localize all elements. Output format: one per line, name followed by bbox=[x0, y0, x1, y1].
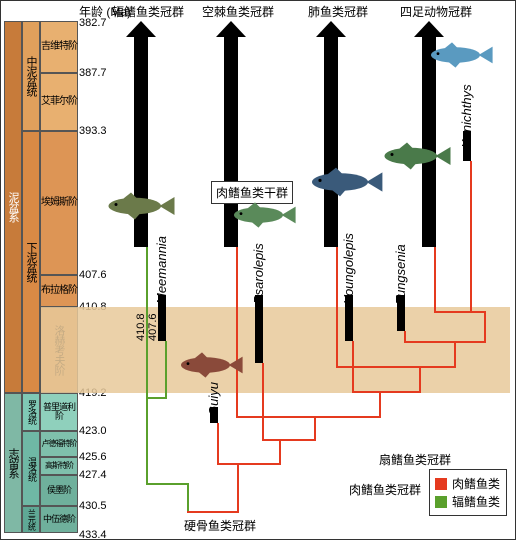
legend-swatch-icon bbox=[435, 478, 447, 490]
tree-edge bbox=[262, 363, 264, 441]
tree-edge bbox=[379, 391, 381, 418]
strat-cell: 兰元统 bbox=[22, 506, 40, 533]
legend-label: 辐鳍鱼类 bbox=[452, 493, 500, 510]
taxon-label: Guiyu bbox=[206, 382, 221, 416]
tree-edge bbox=[454, 341, 486, 343]
tree-edge bbox=[146, 483, 189, 485]
tree-edge bbox=[470, 161, 472, 313]
legend-item: 辐鳍鱼类 bbox=[435, 493, 501, 510]
tree-edge bbox=[279, 439, 316, 441]
legend-box: 肉鳍鱼类辐鳍鱼类 bbox=[429, 469, 507, 516]
taxon-label: Kenichthys bbox=[459, 84, 474, 148]
taxon-label: Tungsenia bbox=[393, 244, 408, 304]
tree-edge bbox=[217, 423, 219, 465]
age-tick: 382.7 bbox=[79, 17, 107, 29]
tree-edge bbox=[314, 416, 381, 418]
age-tick: 407.6 bbox=[79, 269, 107, 281]
tree-edge bbox=[484, 311, 486, 343]
age-tick: 427.4 bbox=[79, 469, 107, 481]
crown-group-label: 空棘鱼类冠群 bbox=[198, 3, 278, 20]
age-tick: 387.7 bbox=[79, 67, 107, 79]
tree-edge bbox=[352, 391, 381, 393]
taxon-label: Youngolepis bbox=[341, 233, 356, 304]
tree-edge bbox=[237, 463, 239, 513]
taxon-range-bar bbox=[255, 295, 263, 363]
strat-cell: 侯墨阶 bbox=[40, 475, 78, 506]
strat-cell: 高斯特阶 bbox=[40, 457, 78, 475]
strat-cell: 布拉格阶 bbox=[40, 275, 78, 307]
age-tick: 425.6 bbox=[79, 451, 107, 463]
strat-cell: 下泥盆统 bbox=[22, 131, 40, 393]
tree-edge bbox=[314, 416, 316, 441]
age-tick: 430.5 bbox=[79, 500, 107, 512]
tree-edge bbox=[237, 463, 281, 465]
tree-edge bbox=[336, 366, 421, 368]
taxon-label: Psarolepis bbox=[251, 243, 266, 304]
phylogeny-diagram: 年龄 (Ma) 泥盆系志留系中泥盆统下泥盆统罗洛统温洛统兰元统吉维特阶艾菲尔阶埃… bbox=[0, 0, 516, 540]
clade-node-label: 硬骨鱼类冠群 bbox=[184, 517, 256, 534]
crown-arrow-icon bbox=[324, 37, 338, 247]
tree-diagram-area: 辐鳍鱼类冠群空棘鱼类冠群肺鱼类冠群四足动物冠群 MeemanniaGuiyuPs… bbox=[119, 21, 510, 531]
strat-cell: 泥盆系 bbox=[4, 21, 22, 393]
tree-edge bbox=[165, 341, 167, 399]
crown-group-label: 四足动物冠群 bbox=[396, 3, 476, 20]
fish-silhouette-icon bbox=[227, 201, 297, 234]
taxon-label: Meemannia bbox=[154, 236, 169, 304]
strat-cell: 卢德福特阶 bbox=[40, 431, 78, 457]
tree-edge bbox=[217, 463, 239, 465]
tree-edge bbox=[236, 416, 316, 418]
strat-cell: 温洛统 bbox=[22, 431, 40, 506]
clade-node-label: 扇鳍鱼类冠群 bbox=[379, 451, 451, 468]
fish-silhouette-icon bbox=[174, 351, 244, 384]
legend-swatch-icon bbox=[435, 496, 447, 508]
tree-edge bbox=[187, 511, 239, 513]
crown-group-label: 肺鱼类冠群 bbox=[298, 3, 378, 20]
clade-node-label: 肉鳍鱼类冠群 bbox=[349, 481, 421, 498]
fish-silhouette-icon bbox=[304, 166, 384, 203]
fish-silhouette-icon bbox=[101, 191, 176, 226]
fish-silhouette-icon bbox=[424, 41, 494, 74]
tree-edge bbox=[419, 366, 421, 393]
strat-cell: 志留系 bbox=[4, 393, 22, 533]
tree-edge bbox=[404, 341, 456, 343]
strat-cell: 艾菲尔阶 bbox=[40, 73, 78, 131]
tree-edge bbox=[279, 439, 281, 465]
vertical-age-label: 407.6 bbox=[147, 313, 159, 341]
legend-label: 肉鳍鱼类 bbox=[452, 475, 500, 492]
strat-cell: 吉维特阶 bbox=[40, 21, 78, 73]
legend-item: 肉鳍鱼类 bbox=[435, 475, 501, 492]
strat-cell: 中泥盆统 bbox=[22, 21, 40, 131]
strat-cell: 罗洛统 bbox=[22, 393, 40, 431]
age-tick: 433.4 bbox=[79, 529, 107, 541]
vertical-age-label: 410.8 bbox=[135, 313, 147, 341]
strat-cell: 埃姆斯阶 bbox=[40, 131, 78, 275]
fish-silhouette-icon bbox=[377, 141, 452, 176]
strat-cell: 普里道利阶 bbox=[40, 393, 78, 431]
strat-cell: 中伍德阶 bbox=[40, 506, 78, 533]
crown-group-label: 辐鳍鱼类冠群 bbox=[108, 3, 188, 20]
tree-edge bbox=[146, 397, 167, 399]
tree-edge bbox=[404, 331, 406, 343]
tree-edge bbox=[187, 483, 189, 513]
age-tick: 393.3 bbox=[79, 125, 107, 137]
age-tick: 423.0 bbox=[79, 425, 107, 437]
tree-edge bbox=[419, 366, 456, 368]
tree-edge bbox=[379, 391, 421, 393]
tree-edge bbox=[454, 341, 456, 368]
tree-edge bbox=[470, 311, 486, 313]
